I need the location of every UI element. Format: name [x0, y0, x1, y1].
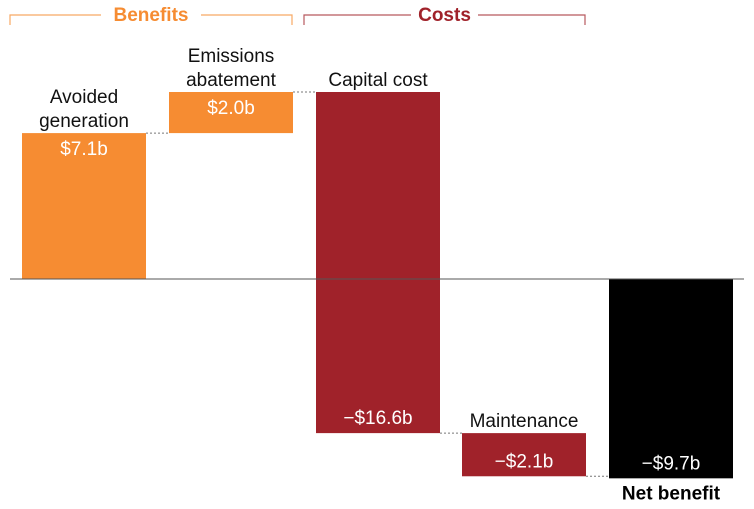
bar-4 [462, 433, 586, 477]
bracket-label-bg [411, 5, 478, 25]
bars [22, 92, 733, 479]
category-label-3: Capital cost [328, 70, 428, 91]
group-label-benefits: Benefits [114, 5, 189, 26]
value-label-4: −$2.1b [495, 451, 554, 472]
category-label-1: Avoided generation [39, 87, 129, 132]
bar-1 [22, 133, 146, 279]
bracket-label-bg [101, 5, 201, 25]
category-label-5: Net benefit [622, 483, 721, 504]
group-brackets: Benefits Costs [9, 5, 586, 26]
labels: $7.1b Avoided generation $2.0b Emissions abat… [39, 46, 721, 504]
value-label-5: −$9.7b [642, 453, 701, 474]
group-label-costs: Costs [418, 5, 471, 26]
bar-3 [316, 92, 440, 434]
value-label-1: $7.1b [60, 139, 108, 160]
bar-2 [169, 92, 293, 134]
category-label-2: Emissions abatement [186, 46, 277, 91]
bar-5 [609, 279, 733, 479]
value-label-2: $2.0b [207, 98, 255, 119]
value-label-3: −$16.6b [343, 408, 412, 429]
category-label-4: Maintenance [470, 411, 579, 432]
